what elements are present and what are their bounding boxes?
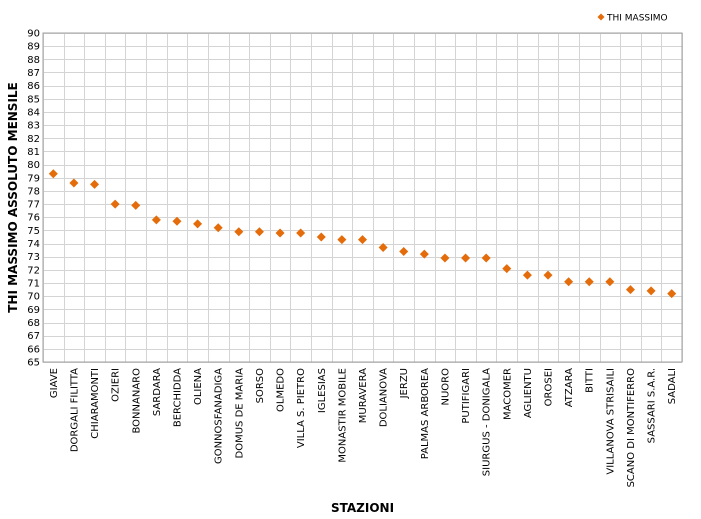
x-tick-label: OZIERI — [111, 368, 122, 402]
data-point — [316, 232, 326, 242]
y-tick-label: 80 — [27, 160, 40, 171]
x-axis-title: STAZIONI — [331, 501, 394, 515]
y-tick-label: 89 — [27, 42, 40, 53]
y-tick-label: 70 — [27, 292, 40, 303]
y-axis-title: THI MASSIMO ASSOLUTO MENSILE — [6, 82, 20, 313]
x-tick-label: SARDARA — [152, 368, 163, 416]
data-point — [254, 227, 264, 237]
data-point — [131, 200, 141, 210]
x-tick-label: NUORO — [440, 368, 451, 406]
y-tick-label: 85 — [27, 94, 40, 105]
x-tick-label: AGLIENTU — [523, 368, 534, 418]
data-point — [543, 270, 553, 280]
data-point — [440, 253, 450, 263]
y-tick-label: 76 — [27, 213, 40, 224]
data-point — [110, 199, 120, 209]
data-point — [90, 179, 100, 189]
x-tick-label: SORSO — [255, 368, 266, 404]
x-tick-label: SASSARI S.A.R. — [647, 368, 658, 443]
y-tick-label: 81 — [27, 147, 40, 158]
x-tick-label: OLMEDO — [276, 368, 287, 412]
x-tick-label: BERCHIDDA — [172, 368, 183, 427]
x-tick-label: SCANO DI MONTIFERRO — [626, 368, 637, 488]
data-point — [69, 178, 79, 188]
y-tick-label: 66 — [27, 344, 40, 355]
x-tick-label: BONNANARO — [131, 368, 142, 434]
data-points — [48, 169, 677, 299]
y-tick-label: 72 — [27, 265, 40, 276]
x-tick-label: VILLA S. PIETRO — [296, 368, 307, 448]
data-point — [213, 223, 223, 233]
data-point — [399, 246, 409, 256]
x-tick-label: CHIARAMONTI — [90, 368, 101, 439]
data-point — [234, 227, 244, 237]
data-point — [625, 285, 635, 295]
y-tick-label: 68 — [27, 318, 40, 329]
y-tick-label: 65 — [27, 358, 40, 369]
y-tick-label: 77 — [27, 200, 40, 211]
plot-area — [42, 32, 683, 363]
y-tick-label: 75 — [27, 226, 40, 237]
x-tick-label: VILLANOVA STRISAILI — [605, 368, 616, 475]
data-point — [151, 215, 161, 225]
legend-marker-diamond — [597, 13, 605, 21]
y-tick-label: 71 — [27, 279, 40, 290]
y-tick-label: 83 — [27, 121, 40, 132]
y-tick-label: 73 — [27, 252, 40, 263]
y-tick-label: 74 — [27, 239, 40, 250]
data-point — [667, 289, 677, 299]
y-tick-label: 90 — [27, 29, 40, 40]
y-tick-label: 84 — [27, 107, 40, 118]
data-point — [419, 249, 429, 259]
y-tick-label: 69 — [27, 305, 40, 316]
data-point — [461, 253, 471, 263]
data-point — [646, 286, 656, 296]
x-axis-ticks: GIAVE DORGALI FILITTA CHIARAMONTI OZIERI BON… — [49, 368, 678, 488]
data-point — [48, 169, 58, 179]
y-tick-label: 67 — [27, 331, 40, 342]
data-point — [378, 243, 388, 253]
data-point — [584, 277, 594, 287]
x-tick-label: SADALI — [667, 368, 678, 404]
x-tick-label: MONASTIR MOBILE — [337, 368, 348, 463]
legend: THI MASSIMO — [597, 13, 668, 24]
y-tick-label: 79 — [27, 173, 40, 184]
data-point — [193, 219, 203, 229]
data-point — [522, 270, 532, 280]
y-axis-ticks: 65 66 67 68 69 70 71 72 73 74 75 76 77 78 79 80 81 82 83 84… — [27, 29, 40, 369]
grid-lines — [43, 33, 683, 363]
x-tick-label: ATZARA — [564, 368, 575, 407]
data-point — [605, 277, 615, 287]
data-point — [296, 228, 306, 238]
data-point — [502, 264, 512, 274]
x-tick-label: GONNOSFANADIGA — [214, 368, 225, 464]
x-tick-label: PUTIFIGARI — [461, 368, 472, 424]
x-tick-label: OROSEI — [544, 368, 555, 406]
y-tick-label: 78 — [27, 186, 40, 197]
x-tick-label: DORGALI FILITTA — [69, 368, 80, 452]
data-point — [358, 235, 367, 245]
x-tick-label: SIURGUS - DONIGALA — [482, 368, 493, 476]
y-tick-label: 88 — [27, 55, 40, 66]
legend-label: THI MASSIMO — [606, 14, 668, 24]
data-point — [564, 277, 574, 287]
x-tick-label: JERZU — [399, 368, 410, 399]
y-tick-label: 86 — [27, 81, 40, 92]
x-tick-label: BITTI — [585, 368, 596, 393]
y-tick-label: 82 — [27, 134, 40, 145]
x-tick-label: GIAVE — [49, 368, 60, 398]
data-point — [172, 216, 182, 226]
x-tick-label: OLIENA — [193, 368, 204, 405]
data-point — [337, 235, 347, 245]
y-tick-label: 87 — [27, 68, 40, 79]
x-tick-label: MACOMER — [502, 368, 513, 420]
x-tick-label: PALMAS ARBOREA — [420, 368, 431, 459]
x-tick-label: IGLESIAS — [317, 368, 328, 413]
x-tick-label: MURAVERA — [358, 368, 369, 423]
x-tick-label: DOLIANOVA — [379, 368, 390, 427]
data-point — [275, 228, 285, 238]
data-point — [481, 253, 491, 263]
x-tick-label: DOMUS DE MARIA — [234, 368, 245, 459]
